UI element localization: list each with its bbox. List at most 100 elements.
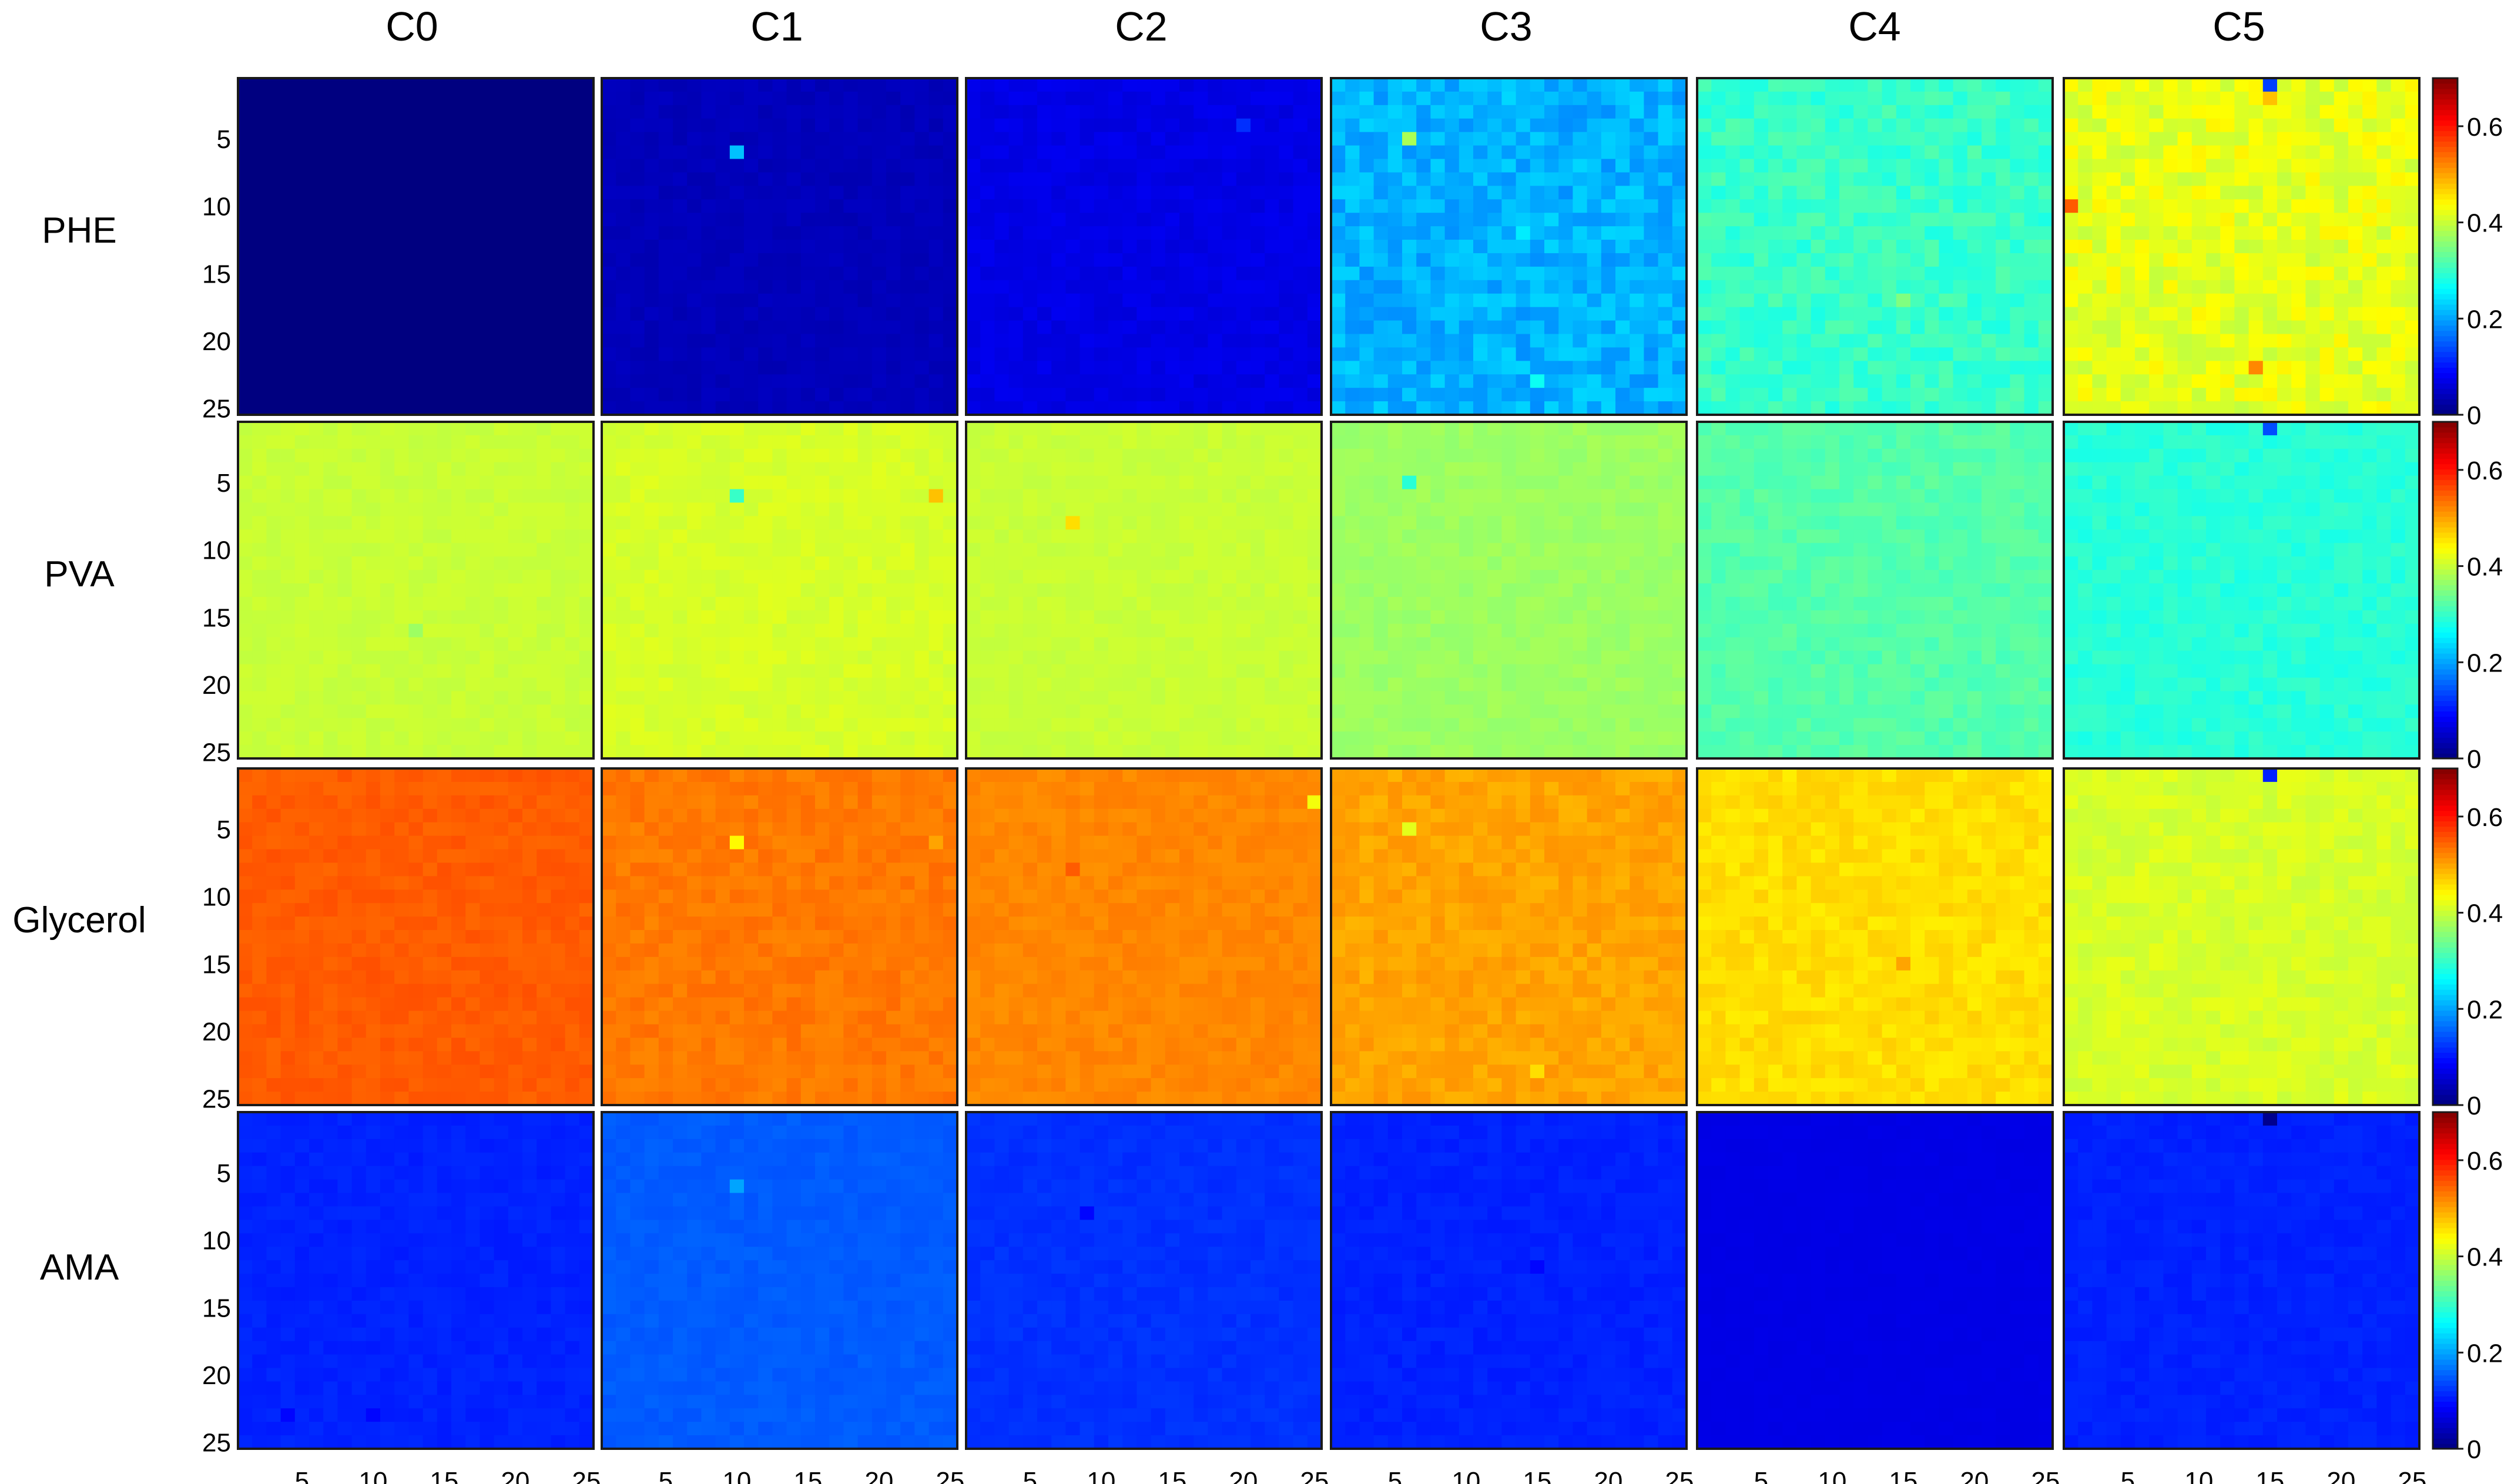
heatmap-cell	[465, 677, 480, 691]
heatmap-cell	[715, 347, 730, 361]
heatmap-cell	[266, 691, 281, 705]
heatmap-cell	[1345, 213, 1360, 227]
heatmap-cell	[294, 596, 310, 611]
heatmap-cell	[871, 637, 887, 652]
heatmap-cell	[1251, 145, 1265, 160]
heatmap-cell	[1587, 91, 1602, 106]
heatmap-cell	[280, 91, 296, 106]
heatmap-cell	[2220, 78, 2235, 92]
heatmap-cell	[857, 91, 873, 106]
heatmap-cell	[2391, 401, 2406, 415]
heatmap-cell	[2038, 118, 2053, 133]
heatmap-cell	[494, 91, 509, 106]
heatmap-cell	[1430, 347, 1446, 361]
heatmap-cell	[266, 186, 281, 200]
heatmap-cell	[565, 307, 580, 321]
heatmap-cell	[658, 502, 673, 517]
heatmap-cell	[1644, 172, 1659, 186]
heatmap-cell	[565, 388, 580, 402]
heatmap-cell	[1279, 91, 1294, 106]
heatmap-cell	[2092, 307, 2107, 321]
heatmap-cell	[815, 570, 830, 584]
heatmap-cell	[1080, 280, 1095, 294]
heatmap-cell	[1982, 105, 1996, 119]
heatmap-cell	[980, 361, 995, 375]
heatmap-cell	[871, 320, 887, 335]
heatmap-cell	[715, 475, 730, 490]
heatmap-cell	[1151, 293, 1166, 308]
heatmap-cell	[1558, 159, 1573, 173]
heatmap-cell	[715, 91, 730, 106]
heatmap-cell	[786, 266, 802, 281]
heatmap-cell	[1080, 374, 1095, 388]
heatmap-cell	[1473, 186, 1488, 200]
heatmap-cell	[1373, 320, 1389, 335]
heatmap-cell	[380, 105, 395, 119]
heatmap-cell	[658, 462, 673, 476]
heatmap-cell	[2078, 172, 2093, 186]
heatmap-cell	[1402, 145, 1417, 160]
heatmap-cell	[337, 462, 353, 476]
heatmap-cell	[644, 253, 659, 267]
heatmap-cell	[2334, 213, 2349, 227]
heatmap-cell	[928, 293, 944, 308]
heatmap-cell	[2391, 105, 2406, 119]
heatmap-cell	[2348, 213, 2363, 227]
heatmap-cell	[1022, 213, 1038, 227]
heatmap-cell	[2277, 347, 2292, 361]
heatmap-cell	[1430, 172, 1446, 186]
heatmap-cell	[1430, 145, 1446, 160]
heatmap-cell	[480, 610, 495, 625]
heatmap-cell	[1430, 320, 1446, 335]
heatmap-cell	[1251, 266, 1265, 281]
heatmap-cell	[1839, 78, 1854, 92]
heatmap-cell	[687, 361, 702, 375]
heatmap-cell	[2262, 132, 2278, 146]
heatmap-cell	[1165, 226, 1180, 240]
heatmap-cell	[1768, 401, 1783, 415]
heatmap-cell	[673, 664, 688, 679]
heatmap-cell	[565, 448, 580, 463]
heatmap-cell	[772, 570, 787, 584]
heatmap-cell	[1587, 226, 1602, 240]
heatmap-cell	[2362, 172, 2377, 186]
heatmap-cell	[280, 226, 296, 240]
heatmap-cell	[966, 132, 981, 146]
heatmap-cell	[238, 199, 253, 213]
heatmap-cell	[423, 280, 438, 294]
heatmap-cell	[437, 718, 452, 732]
heatmap-cell	[351, 650, 367, 665]
heatmap-cell	[1416, 334, 1431, 348]
heatmap-cell	[673, 226, 688, 240]
heatmap-cell	[800, 78, 816, 92]
heatmap-cell	[786, 623, 802, 638]
heatmap-cell	[2262, 213, 2278, 227]
heatmap-cell	[886, 448, 901, 463]
heatmap-cell	[2220, 347, 2235, 361]
heatmap-cell	[1544, 159, 1559, 173]
heatmap-cell	[266, 388, 281, 402]
heatmap-cell	[1544, 132, 1559, 146]
heatmap-cell	[494, 731, 509, 746]
heatmap-cell	[1293, 334, 1308, 348]
heatmap-cell	[1179, 388, 1194, 402]
heatmap-cell	[1208, 78, 1223, 92]
heatmap-cell	[1037, 172, 1052, 186]
heatmap-cell	[943, 240, 958, 254]
heatmap-cell	[1697, 266, 1712, 281]
heatmap-cell	[1222, 145, 1237, 160]
heatmap-cell	[408, 489, 424, 503]
heatmap-cell	[1194, 213, 1208, 227]
heatmap-cell	[1697, 226, 1712, 240]
heatmap-cell	[886, 489, 901, 503]
heatmap-cell	[1236, 293, 1251, 308]
heatmap-cell	[337, 266, 353, 281]
heatmap-cell	[1615, 280, 1630, 294]
heatmap-cell	[451, 186, 466, 200]
heatmap-cell	[579, 91, 594, 106]
heatmap-cell	[1530, 240, 1545, 254]
heatmap-cell	[238, 118, 253, 133]
heatmap-cell	[2078, 159, 2093, 173]
heatmap-cell	[2191, 307, 2207, 321]
heatmap-cell	[772, 691, 787, 705]
